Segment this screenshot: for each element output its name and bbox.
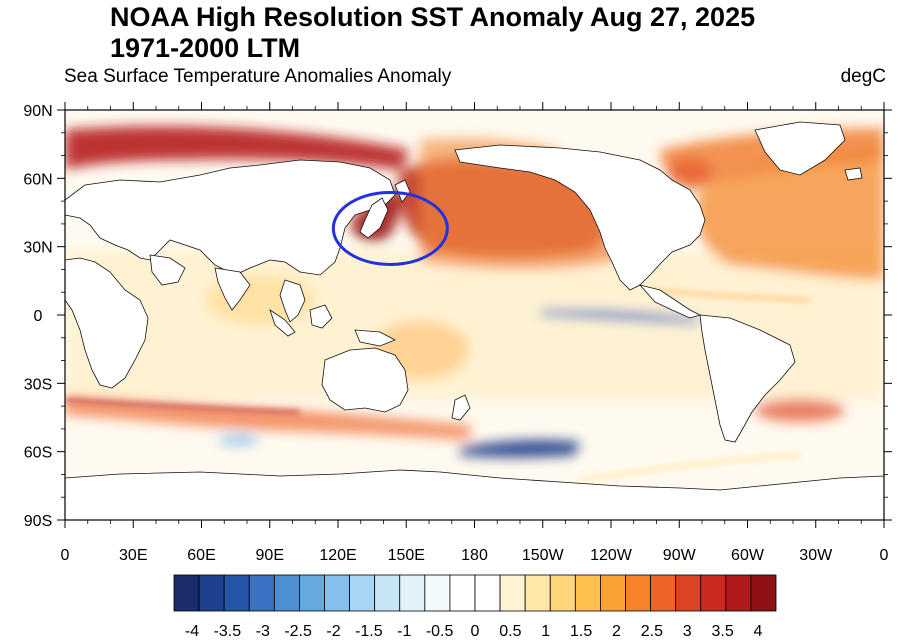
india xyxy=(214,267,251,311)
colorbar-swatch xyxy=(349,574,376,612)
new-zealand xyxy=(451,394,471,421)
colorbar-swatch xyxy=(173,574,200,612)
lon-tick-label: 30W xyxy=(799,547,833,564)
title-line-1: NOAA High Resolution SST Anomaly Aug 27,… xyxy=(110,2,756,32)
colorbar-swatch xyxy=(650,574,677,612)
colorbar-swatch xyxy=(299,574,325,612)
colorbar-swatch xyxy=(198,574,225,612)
arabia xyxy=(149,254,186,286)
continents xyxy=(65,121,884,520)
southeast-asia xyxy=(279,279,306,323)
lon-tick-label: 60W xyxy=(731,547,765,564)
colorbar-swatch xyxy=(424,574,451,612)
colorbar-label: -1.5 xyxy=(355,623,383,640)
lon-tick-label: 120W xyxy=(590,547,633,564)
lat-tick-label: 90N xyxy=(23,103,52,120)
lat-tick-label: 30N xyxy=(23,240,52,257)
colorbar-swatch xyxy=(625,574,651,612)
sumatra xyxy=(269,309,296,337)
equatorial-cool-anomaly xyxy=(540,309,700,324)
lon-tick-label: 180 xyxy=(461,547,488,564)
lon-tick-label: 90W xyxy=(663,547,697,564)
colorbar-label: -4 xyxy=(185,623,199,640)
lat-tick-label: 60S xyxy=(24,445,52,462)
iceland xyxy=(844,167,863,181)
colorbar-label: 0.5 xyxy=(499,623,521,640)
colorbar: -4 -3.5 -3 -2.5 -2 -1.5 -1 -0.5 0 0.5 1 1.5 2 2.5 3 3.5… xyxy=(173,574,777,640)
australia xyxy=(321,347,409,413)
longitude-axis: 0 30E 60E 90E 120E 150E 180 150W 120W 90W 60W 30W 0 xyxy=(61,102,889,564)
colorbar-swatch xyxy=(675,574,702,612)
kamchatka xyxy=(394,179,411,203)
colorbar-swatch xyxy=(449,574,476,612)
south-america xyxy=(699,314,796,443)
latitude-axis: 90N 60N 30N 0 30S 60S 90S xyxy=(23,103,892,530)
colorbar-label: 4 xyxy=(754,623,763,640)
lat-tick-label: 60N xyxy=(23,171,52,188)
colorbar-label: -2.5 xyxy=(284,623,312,640)
colorbar-label: -0.5 xyxy=(426,623,454,640)
lon-tick-label: 0 xyxy=(61,547,70,564)
lat-tick-label: 90S xyxy=(24,513,52,530)
colorbar-label: 0 xyxy=(471,623,480,640)
highlight-circle xyxy=(331,190,449,266)
antarctica xyxy=(65,469,884,520)
new-guinea xyxy=(354,329,396,347)
japan xyxy=(359,197,389,239)
greenland xyxy=(754,121,846,176)
map-title: NOAA High Resolution SST Anomaly Aug 27,… xyxy=(110,2,755,64)
colorbar-swatch xyxy=(524,574,551,612)
borneo xyxy=(309,304,333,329)
colorbar-swatch xyxy=(549,574,576,612)
lon-tick-label: 120E xyxy=(319,547,356,564)
colorbar-swatch xyxy=(273,574,300,612)
units-subtitle: degC xyxy=(840,66,886,87)
lon-tick-label: 60E xyxy=(187,547,215,564)
colorbar-swatch xyxy=(324,574,350,612)
lon-tick-label: 30E xyxy=(119,547,147,564)
colorbar-label: 1 xyxy=(541,623,550,640)
lat-tick-label: 0 xyxy=(34,308,43,325)
eurasia xyxy=(65,159,396,276)
colorbar-swatch xyxy=(725,574,752,612)
north-atlantic-warm-anomaly xyxy=(696,145,884,280)
title-line-2: 1971-2000 LTM xyxy=(110,33,301,63)
colorbar-label: -3.5 xyxy=(214,623,242,640)
colorbar-swatch xyxy=(750,574,777,612)
lat-tick-label: 30S xyxy=(24,376,52,393)
southern-ocean-cool-anomaly xyxy=(460,440,580,458)
africa xyxy=(65,257,149,389)
colorbar-swatch xyxy=(499,574,526,612)
lon-tick-label: 150E xyxy=(388,547,425,564)
colorbar-label: -3 xyxy=(256,623,270,640)
colorbar-label: 2 xyxy=(612,623,621,640)
sst-anomaly-field xyxy=(65,110,884,520)
colorbar-swatch xyxy=(374,574,401,612)
colorbar-swatch xyxy=(700,574,727,612)
colorbar-label: 3 xyxy=(683,623,692,640)
colorbar-swatch xyxy=(223,574,250,612)
colorbar-label: 1.5 xyxy=(570,623,592,640)
colorbar-swatch xyxy=(248,574,275,612)
lon-tick-label: 90E xyxy=(256,547,284,564)
colorbar-label: 3.5 xyxy=(712,623,734,640)
colorbar-swatch xyxy=(399,574,426,612)
lon-tick-label: 150W xyxy=(522,547,565,564)
colorbar-label: -2 xyxy=(326,623,340,640)
variable-subtitle: Sea Surface Temperature Anomalies Anomal… xyxy=(64,66,452,87)
colorbar-swatch xyxy=(474,574,501,612)
arctic-warm-anomaly xyxy=(65,126,410,170)
lon-tick-label: 0 xyxy=(880,547,889,564)
colorbar-label: -1 xyxy=(397,623,411,640)
colorbar-label: 2.5 xyxy=(641,623,663,640)
colorbar-swatch xyxy=(600,574,626,612)
north-america xyxy=(454,144,706,291)
colorbar-swatch xyxy=(574,574,601,612)
